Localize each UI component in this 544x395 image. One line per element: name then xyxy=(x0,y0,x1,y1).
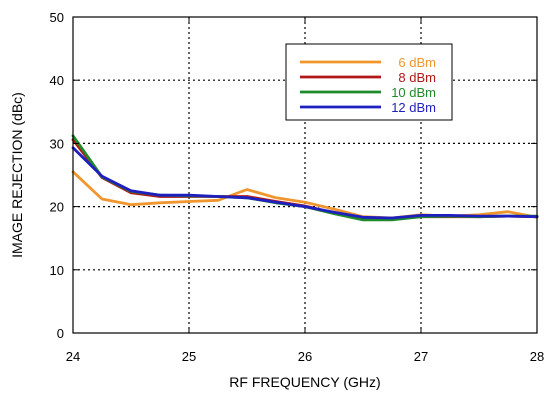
y-tick-label: 40 xyxy=(50,73,64,88)
series-line-12-dbm xyxy=(71,146,539,220)
y-tick-label: 0 xyxy=(57,326,64,341)
legend-label: 6 dBm xyxy=(398,55,436,70)
y-axis-title: IMAGE REJECTION (dBc) xyxy=(9,92,25,258)
x-tick-label: 27 xyxy=(414,349,428,364)
x-tick-label: 28 xyxy=(530,349,544,364)
axis-ticks xyxy=(72,16,538,334)
series-lines xyxy=(71,134,539,222)
legend-label: 10 dBm xyxy=(391,85,436,100)
y-tick-label: 50 xyxy=(50,10,64,25)
y-tick-label: 10 xyxy=(50,263,64,278)
tick-labels: 24 25 26 27 28 0 10 20 30 40 50 xyxy=(50,10,544,364)
x-tick-label: 24 xyxy=(66,349,80,364)
y-tick-label: 30 xyxy=(50,136,64,151)
x-tick-label: 25 xyxy=(182,349,196,364)
x-axis-title: RF FREQUENCY (GHz) xyxy=(229,374,380,390)
x-tick-label: 26 xyxy=(298,349,312,364)
y-tick-label: 20 xyxy=(50,200,64,215)
legend-label: 8 dBm xyxy=(398,70,436,85)
legend-label: 12 dBm xyxy=(391,100,436,115)
